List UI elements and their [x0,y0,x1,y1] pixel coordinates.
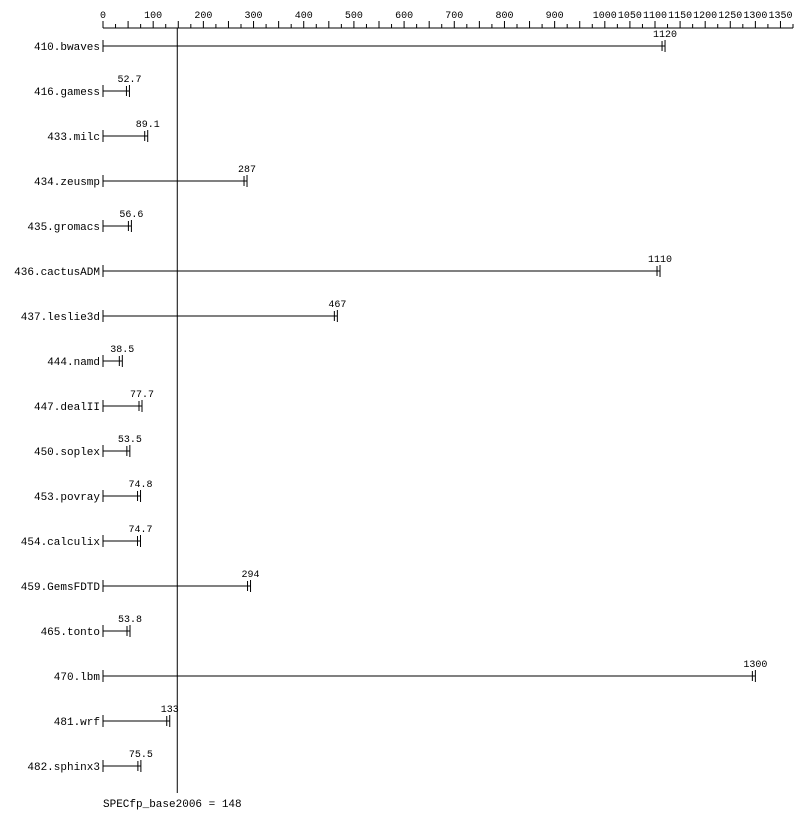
benchmark-value: 53.8 [118,615,142,626]
benchmark-value: 1300 [743,660,767,671]
x-axis-label: 500 [345,11,363,22]
benchmark-value: 77.7 [130,390,154,401]
benchmark-value: 1120 [653,30,677,41]
x-axis-label: 1100 [643,11,667,22]
benchmark-label: 470.lbm [54,672,101,684]
benchmark-label: 410.bwaves [34,42,100,54]
benchmark-value: 89.1 [136,120,160,131]
benchmark-label: 436.cactusADM [14,267,100,279]
x-axis-label: 1200 [693,11,717,22]
benchmark-value: 287 [238,165,256,176]
x-axis-label: 1350 [768,11,792,22]
benchmark-label: 450.soplex [34,447,100,459]
benchmark-label: 437.leslie3d [21,312,100,324]
benchmark-label: 465.tonto [41,627,100,639]
benchmark-label: 416.gamess [34,87,100,99]
x-axis-label: 100 [144,11,162,22]
benchmark-value: 74.8 [129,480,153,491]
benchmark-value: 52.7 [117,75,141,86]
benchmark-value: 467 [328,300,346,311]
x-axis-label: 1050 [618,11,642,22]
x-axis-label: 600 [395,11,413,22]
x-axis-label: 300 [245,11,263,22]
specfp-chart: 0 100 200 300 400 500 600 700 800 900 100010501100… [0,0,799,831]
benchmark-label: 454.calculix [21,537,101,549]
benchmark-label: 434.zeusmp [34,177,100,189]
benchmark-value: 75.5 [129,750,153,761]
x-axis-label: 800 [495,11,513,22]
x-axis-label: 1000 [593,11,617,22]
x-axis-label: 0 [100,11,106,22]
benchmark-value: 56.6 [119,210,143,221]
benchmark-value: 133 [161,705,179,716]
benchmark-value: 1110 [648,255,672,266]
reference-label: SPECfp_base2006 = 148 [103,799,242,811]
benchmark-label: 453.povray [34,492,100,504]
x-axis-label: 900 [546,11,564,22]
benchmark-value: 294 [242,570,260,581]
benchmark-label: 447.dealII [34,402,100,414]
x-axis-label: 400 [295,11,313,22]
x-axis-label: 1250 [718,11,742,22]
benchmark-value: 74.7 [128,525,152,536]
x-axis-label: 700 [445,11,463,22]
benchmark-label: 435.gromacs [27,222,100,234]
benchmark-label: 482.sphinx3 [27,762,100,774]
benchmark-value: 53.5 [118,435,142,446]
benchmark-label: 444.namd [47,357,100,369]
benchmark-value: 38.5 [110,345,134,356]
benchmark-label: 433.milc [47,132,100,144]
x-axis-label: 1150 [668,11,692,22]
x-axis-label: 1300 [743,11,767,22]
x-axis-label: 200 [194,11,212,22]
benchmark-label: 481.wrf [54,717,100,729]
benchmark-label: 459.GemsFDTD [21,582,101,594]
